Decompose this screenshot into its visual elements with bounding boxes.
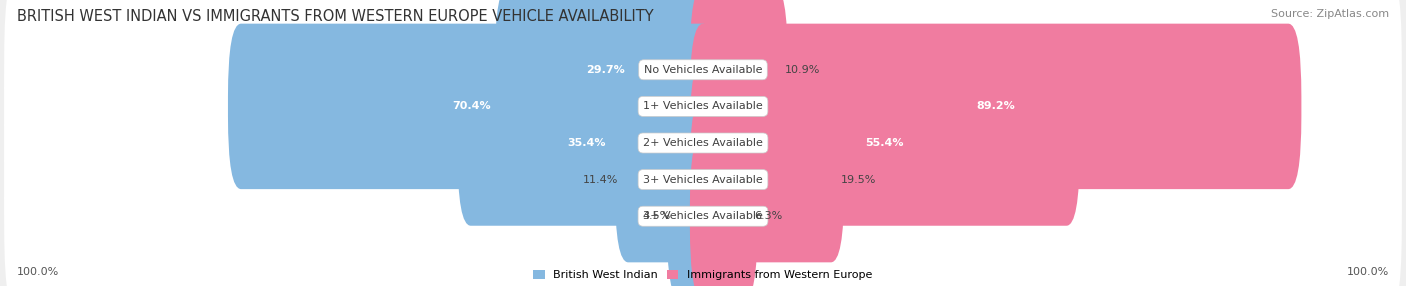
Text: 35.4%: 35.4% [568, 138, 606, 148]
FancyBboxPatch shape [614, 97, 716, 262]
Text: 10.9%: 10.9% [785, 65, 820, 75]
FancyBboxPatch shape [228, 24, 716, 189]
Text: No Vehicles Available: No Vehicles Available [644, 65, 762, 75]
FancyBboxPatch shape [690, 0, 787, 152]
FancyBboxPatch shape [4, 39, 1402, 247]
FancyBboxPatch shape [495, 0, 716, 152]
Text: 89.2%: 89.2% [976, 102, 1015, 111]
Text: 55.4%: 55.4% [866, 138, 904, 148]
Legend: British West Indian, Immigrants from Western Europe: British West Indian, Immigrants from Wes… [533, 270, 873, 281]
FancyBboxPatch shape [690, 134, 758, 286]
Text: 19.5%: 19.5% [841, 175, 876, 184]
FancyBboxPatch shape [4, 2, 1402, 211]
Text: 29.7%: 29.7% [586, 65, 624, 75]
FancyBboxPatch shape [4, 75, 1402, 284]
Text: 3.5%: 3.5% [643, 211, 671, 221]
FancyBboxPatch shape [666, 134, 716, 286]
FancyBboxPatch shape [690, 60, 1080, 226]
FancyBboxPatch shape [690, 24, 1302, 189]
FancyBboxPatch shape [4, 0, 1402, 174]
Text: 2+ Vehicles Available: 2+ Vehicles Available [643, 138, 763, 148]
Text: 1+ Vehicles Available: 1+ Vehicles Available [643, 102, 763, 111]
Text: 4+ Vehicles Available: 4+ Vehicles Available [643, 211, 763, 221]
Text: 3+ Vehicles Available: 3+ Vehicles Available [643, 175, 763, 184]
Text: 6.3%: 6.3% [754, 211, 782, 221]
Text: BRITISH WEST INDIAN VS IMMIGRANTS FROM WESTERN EUROPE VEHICLE AVAILABILITY: BRITISH WEST INDIAN VS IMMIGRANTS FROM W… [17, 9, 654, 23]
Text: Source: ZipAtlas.com: Source: ZipAtlas.com [1271, 9, 1389, 19]
FancyBboxPatch shape [4, 112, 1402, 286]
Text: 100.0%: 100.0% [1347, 267, 1389, 277]
Text: 70.4%: 70.4% [453, 102, 491, 111]
FancyBboxPatch shape [690, 97, 844, 262]
FancyBboxPatch shape [457, 60, 716, 226]
Text: 11.4%: 11.4% [583, 175, 619, 184]
Text: 100.0%: 100.0% [17, 267, 59, 277]
